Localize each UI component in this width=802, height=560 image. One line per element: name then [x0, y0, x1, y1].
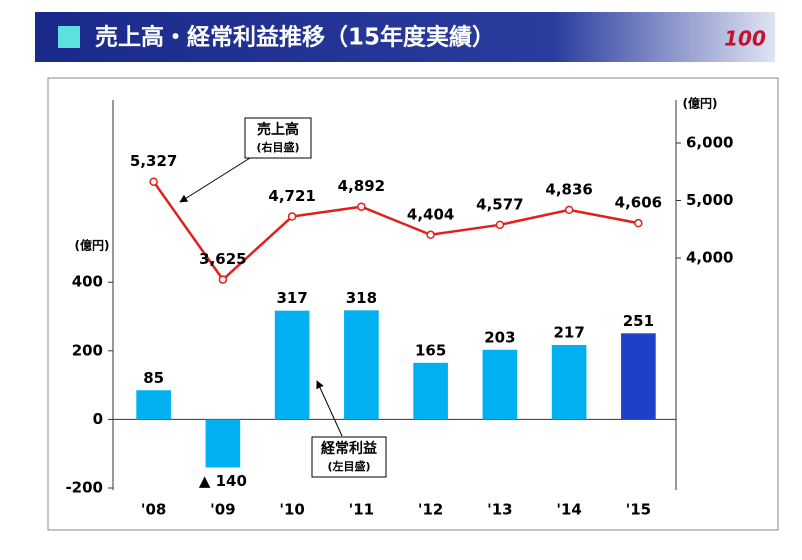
y-tick-label: -200 — [65, 479, 103, 497]
annotation-title: 売上高 — [257, 121, 299, 138]
line — [152, 180, 639, 282]
annotation-note: (左目盛) — [327, 459, 370, 473]
line-marker — [426, 230, 435, 240]
bar — [205, 419, 241, 468]
line-value-label: 3,625 — [199, 250, 246, 268]
annotation-box — [311, 436, 387, 478]
bar-value-label: 165 — [415, 341, 446, 359]
bar-value-label: 317 — [276, 289, 307, 307]
bar-value-label: ▲ 140 — [199, 472, 247, 490]
x-tick-label: '13 — [487, 501, 512, 519]
annotation-note: (右目盛) — [256, 140, 299, 154]
annotation-arrow — [316, 380, 343, 437]
bar — [344, 310, 379, 420]
bar — [621, 333, 656, 420]
line-value-label: 4,606 — [615, 194, 662, 212]
annotation-title: 経常利益 — [321, 440, 377, 457]
x-tick-label: '12 — [418, 501, 443, 519]
y-tick-label: 0 — [93, 410, 103, 428]
y2-tick-label: 6,000 — [686, 134, 733, 152]
bar — [136, 390, 171, 420]
y-unit: (億円) — [75, 238, 110, 253]
x-tick-label: '09 — [210, 501, 235, 519]
logo: 100 — [724, 27, 766, 51]
y2-tick-label: 5,000 — [686, 191, 733, 209]
line-marker — [634, 218, 643, 228]
chart-frame — [47, 77, 779, 531]
bar — [413, 362, 448, 420]
bar-value-label: 85 — [143, 369, 164, 387]
x-tick-label: '08 — [141, 501, 166, 519]
page-title: 売上高・経常利益推移（15年度実績） — [95, 24, 495, 51]
line-marker — [564, 205, 574, 215]
line-value-label: 5,327 — [130, 152, 177, 170]
banner — [35, 12, 775, 62]
bar — [551, 344, 587, 420]
bar-value-label: 203 — [484, 328, 515, 346]
line-marker — [218, 275, 228, 284]
line-value-label: 4,836 — [545, 180, 592, 198]
x-tick-label: '14 — [556, 501, 581, 519]
bar-value-label: 251 — [623, 312, 654, 330]
bar — [482, 349, 518, 420]
y2-unit: (億円) — [683, 96, 718, 111]
y-tick-label: 200 — [72, 341, 103, 359]
line-marker — [495, 220, 505, 230]
x-tick-label: '11 — [349, 501, 374, 519]
annotation-box — [244, 117, 312, 159]
line-marker — [149, 177, 158, 186]
banner-square — [58, 26, 80, 48]
line-value-label: 4,404 — [407, 205, 454, 223]
line-value-label: 4,721 — [268, 187, 315, 205]
bar — [274, 310, 310, 420]
x-tick-label: '15 — [626, 501, 651, 519]
x-tick-label: '10 — [279, 501, 304, 519]
y2-tick-label: 4,000 — [686, 249, 733, 267]
line-marker — [287, 212, 297, 221]
y-tick-label: 400 — [72, 273, 103, 291]
bar-value-label: 217 — [553, 323, 584, 341]
annotation-arrow — [179, 157, 251, 203]
bar-value-label: 318 — [346, 289, 377, 307]
line-value-label: 4,892 — [338, 177, 385, 195]
line-marker — [357, 202, 366, 211]
line-value-label: 4,577 — [476, 195, 523, 213]
